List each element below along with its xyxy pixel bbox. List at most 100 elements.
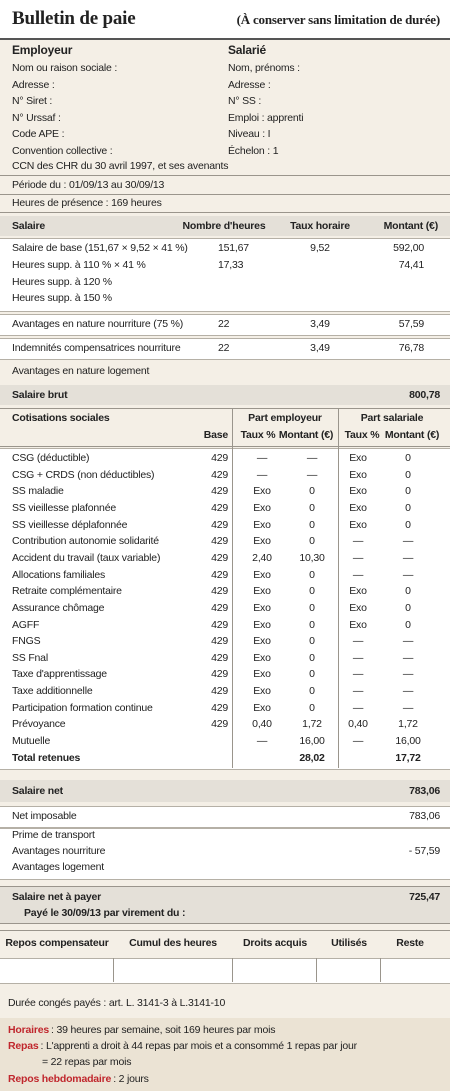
cell-value: — [352, 551, 364, 564]
column-divider [338, 408, 339, 768]
column-header: Taux horaire [290, 220, 350, 232]
cell-value: — [402, 568, 414, 581]
cell-value: — [352, 535, 364, 548]
note-text: = 22 repas par mois [42, 1056, 132, 1068]
cell-value: 429 [211, 651, 228, 664]
taxable-box [0, 806, 450, 828]
column-header: Cumul des heures [129, 937, 217, 949]
field-label: Niveau : I [228, 128, 271, 141]
rest-row [0, 958, 450, 984]
field-label: Adresse : [12, 78, 55, 91]
cell-value: 0 [405, 518, 411, 531]
separator [0, 194, 450, 195]
row-label: SS vieillesse déplafonnée [12, 518, 128, 531]
salary-header-band [0, 216, 450, 236]
cell-value: Exo [349, 452, 367, 464]
column-header: Nombre d'heures [182, 220, 266, 232]
cell-value: 74,41 [398, 259, 424, 271]
cell-value: 429 [211, 718, 228, 731]
field-label: N° Siret : [12, 95, 53, 108]
cell-value: 429 [211, 551, 228, 564]
period: Période du : 01/09/13 au 30/09/13 [12, 179, 165, 191]
cell-value: 0 [405, 501, 411, 514]
net-label: Salaire net [12, 785, 63, 797]
cell-value: — [402, 685, 414, 698]
cell-value: — [402, 668, 414, 681]
group-header: Part salariale [360, 412, 424, 424]
column-header: Montant (€) [383, 220, 439, 232]
cell-value: 1,72 [302, 718, 322, 731]
cell-value: Exo [253, 585, 271, 598]
cell-value: 22 [218, 318, 230, 330]
cell-value: — [352, 735, 364, 748]
cell-value: 429 [211, 601, 228, 614]
column-header: Montant (€) [384, 429, 440, 441]
separator [0, 175, 450, 176]
cell-value: Exo [253, 501, 271, 514]
cell-value: 429 [211, 468, 228, 481]
total-label: Total retenues [12, 752, 81, 764]
cell-value: 0 [309, 485, 315, 498]
cell-value: 3,49 [310, 318, 330, 330]
column-divider [232, 408, 233, 768]
cell-value: — [402, 651, 414, 664]
cell-value: 0 [309, 601, 315, 614]
row-label: Indemnités compensatrices nourriture [12, 342, 181, 354]
cell-value: 0 [405, 468, 411, 481]
row-label: CSG (déductible) [12, 452, 90, 464]
separator [0, 212, 450, 213]
cell-value: 0 [309, 585, 315, 598]
field-label: N° Urssaf : [12, 111, 61, 124]
cell-value: 16,00 [299, 735, 325, 748]
notes-band [0, 1018, 450, 1091]
row-label: CSG + CRDS (non déductibles) [12, 468, 155, 481]
cell-value: 0 [309, 618, 315, 631]
separator [0, 930, 450, 931]
subtitle: (À conserver sans limitation de durée) [236, 11, 441, 27]
cell-value: 0 [309, 701, 315, 714]
cell-value: 429 [211, 668, 228, 681]
cell-divider [316, 958, 317, 982]
cell-value: Exo [253, 485, 271, 498]
cell-value: 429 [211, 568, 228, 581]
column-header: Base [203, 429, 229, 441]
cell-value: 0 [309, 568, 315, 581]
cell-value: 1,72 [398, 718, 418, 731]
note-text: : 2 jours [113, 1073, 149, 1085]
row-label: SS maladie [12, 485, 64, 498]
total-value: 28,02 [299, 752, 325, 764]
section-heading: Employeur [12, 43, 73, 57]
salary-box [0, 338, 450, 360]
field-label: Nom, prénoms : [228, 62, 300, 74]
field-label: Convention collective : [12, 145, 113, 157]
cell-value: Exo [253, 618, 271, 631]
cell-value: — [402, 551, 414, 564]
cell-value: — [256, 452, 268, 464]
cell-value: 429 [211, 635, 228, 648]
note-text: : 39 heures par semaine, soit 169 heures… [51, 1024, 276, 1036]
cell-value: 0,40 [252, 718, 272, 731]
row-label: Prime de transport [12, 829, 95, 841]
cell-value: Exo [349, 618, 367, 631]
cell-value: Exo [253, 651, 271, 664]
cell-value: 592,00 [393, 242, 424, 254]
cell-value: 0 [405, 618, 411, 631]
adjustments-box [0, 828, 450, 880]
row-label: Avantages logement [12, 861, 104, 873]
cell-value: 429 [211, 585, 228, 598]
cell-value: Exo [349, 485, 367, 498]
cell-value: 429 [211, 701, 228, 714]
cell-value: — [306, 452, 318, 464]
cell-value: Exo [349, 601, 367, 614]
gross-label: Salaire brut [12, 389, 68, 401]
net-band [0, 780, 450, 802]
cell-value: 2,40 [252, 551, 272, 564]
cell-value: — [402, 635, 414, 648]
cell-value: Exo [349, 585, 367, 598]
salary-box [0, 238, 450, 312]
row-label: Heures supp. à 150 % [12, 292, 112, 304]
pay-band [0, 886, 450, 924]
cell-value: - 57,59 [408, 845, 440, 857]
row-label: SS Fnal [12, 651, 48, 664]
